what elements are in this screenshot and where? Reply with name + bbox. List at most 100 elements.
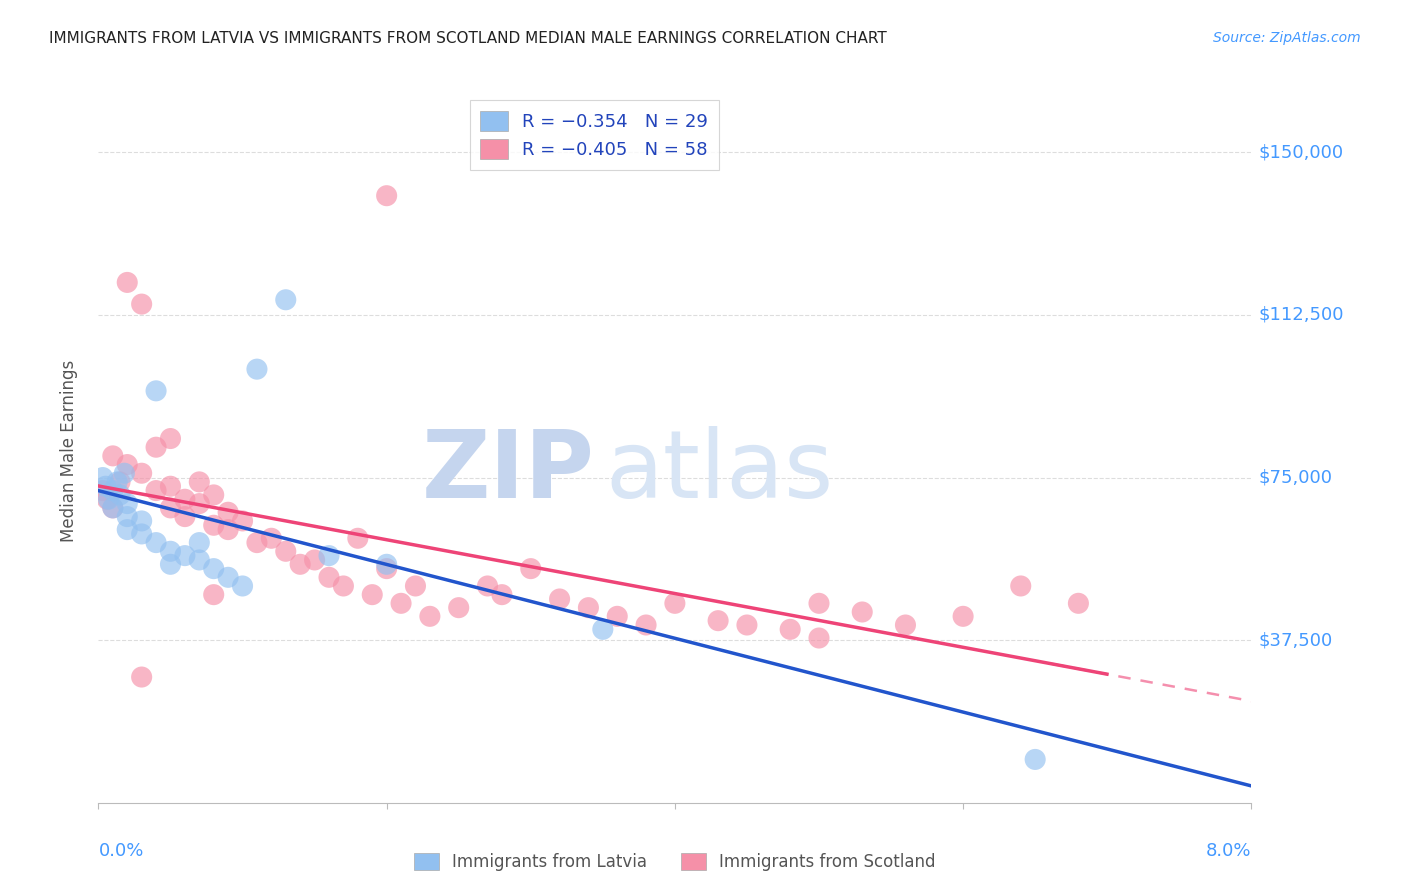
Point	[318, 570, 340, 584]
Text: IMMIGRANTS FROM LATVIA VS IMMIGRANTS FROM SCOTLAND MEDIAN MALE EARNINGS CORRELAT: IMMIGRANTS FROM LATVIA VS IMMIGRANTS FRO…	[49, 31, 887, 46]
Point	[217, 570, 239, 584]
Point	[375, 188, 398, 202]
Point	[105, 475, 128, 489]
Point	[159, 479, 181, 493]
Point	[664, 596, 686, 610]
Point	[375, 561, 398, 575]
Point	[519, 561, 541, 575]
Point	[1067, 596, 1090, 610]
Point	[477, 579, 499, 593]
Point	[779, 623, 801, 637]
Point	[101, 500, 124, 515]
Point	[202, 588, 225, 602]
Point	[96, 492, 118, 507]
Point	[851, 605, 873, 619]
Point	[606, 609, 628, 624]
Point	[97, 492, 120, 507]
Text: $112,500: $112,500	[1258, 306, 1344, 324]
Point	[592, 623, 614, 637]
Text: 0.0%: 0.0%	[98, 841, 143, 860]
Point	[491, 588, 513, 602]
Point	[202, 518, 225, 533]
Point	[304, 553, 326, 567]
Text: 8.0%: 8.0%	[1206, 841, 1251, 860]
Point	[952, 609, 974, 624]
Point	[117, 458, 138, 472]
Point	[101, 483, 124, 498]
Point	[389, 596, 412, 610]
Point	[188, 497, 211, 511]
Point	[202, 561, 225, 575]
Point	[131, 527, 153, 541]
Text: $37,500: $37,500	[1258, 632, 1333, 649]
Point	[188, 475, 211, 489]
Point	[145, 384, 167, 398]
Legend: R = −0.354   N = 29, R = −0.405   N = 58: R = −0.354 N = 29, R = −0.405 N = 58	[470, 100, 718, 169]
Point	[1010, 579, 1032, 593]
Text: $150,000: $150,000	[1258, 144, 1344, 161]
Point	[405, 579, 427, 593]
Point	[332, 579, 354, 593]
Y-axis label: Median Male Earnings: Median Male Earnings	[59, 359, 77, 541]
Point	[145, 440, 167, 454]
Point	[131, 467, 153, 481]
Point	[117, 276, 138, 290]
Point	[112, 467, 135, 481]
Point	[131, 297, 153, 311]
Point	[174, 492, 197, 507]
Point	[274, 544, 297, 558]
Point	[231, 514, 254, 528]
Point	[101, 449, 124, 463]
Point	[174, 549, 197, 563]
Point	[318, 549, 340, 563]
Point	[636, 618, 658, 632]
Text: atlas: atlas	[606, 425, 834, 517]
Text: $75,000: $75,000	[1258, 468, 1333, 486]
Point	[246, 362, 269, 376]
Point	[117, 497, 138, 511]
Point	[807, 596, 830, 610]
Point	[145, 483, 167, 498]
Point	[290, 558, 312, 572]
Text: ZIP: ZIP	[422, 425, 595, 517]
Point	[447, 600, 470, 615]
Point	[260, 531, 283, 545]
Point	[578, 600, 600, 615]
Point	[1024, 752, 1046, 766]
Point	[91, 470, 114, 484]
Point	[202, 488, 225, 502]
Point	[94, 479, 117, 493]
Point	[217, 523, 239, 537]
Point	[108, 475, 131, 489]
Point	[159, 500, 181, 515]
Point	[188, 553, 211, 567]
Text: Source: ZipAtlas.com: Source: ZipAtlas.com	[1213, 31, 1361, 45]
Point	[159, 432, 181, 446]
Point	[894, 618, 917, 632]
Point	[174, 509, 197, 524]
Point	[346, 531, 368, 545]
Point	[117, 523, 138, 537]
Legend: Immigrants from Latvia, Immigrants from Scotland: Immigrants from Latvia, Immigrants from …	[406, 845, 943, 880]
Point	[707, 614, 730, 628]
Point	[361, 588, 384, 602]
Point	[108, 488, 131, 502]
Point	[419, 609, 441, 624]
Point	[131, 514, 153, 528]
Point	[375, 558, 398, 572]
Point	[217, 505, 239, 519]
Point	[735, 618, 758, 632]
Point	[145, 535, 167, 549]
Point	[246, 535, 269, 549]
Point	[231, 579, 254, 593]
Point	[807, 631, 830, 645]
Point	[159, 544, 181, 558]
Point	[159, 558, 181, 572]
Point	[101, 500, 124, 515]
Point	[131, 670, 153, 684]
Point	[117, 509, 138, 524]
Point	[548, 592, 571, 607]
Point	[188, 535, 211, 549]
Point	[91, 483, 114, 498]
Point	[274, 293, 297, 307]
